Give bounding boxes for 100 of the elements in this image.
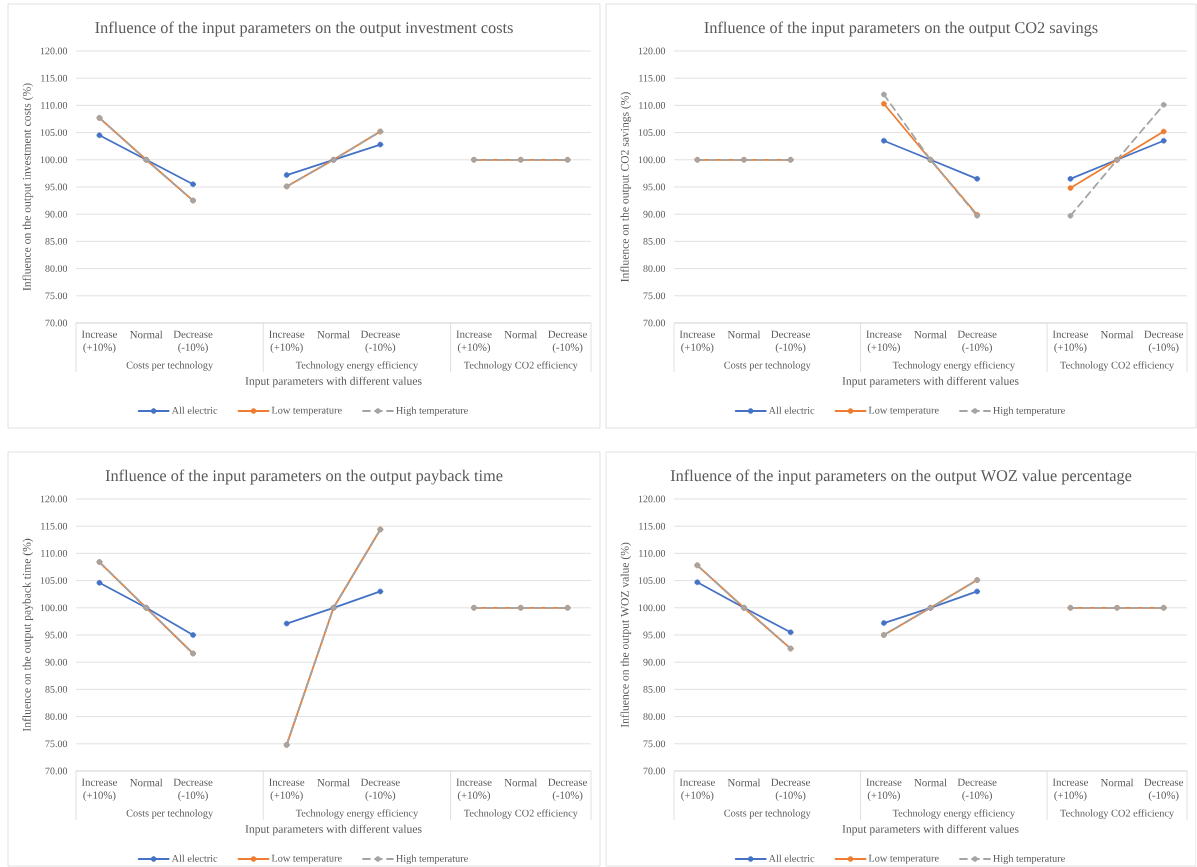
y-axis-title: Influence on the output payback time (%) <box>22 538 34 732</box>
text: Technology CO2 efficiency <box>463 809 578 819</box>
x-tick-label: Normal <box>504 778 538 787</box>
text: Technology energy efficiency <box>892 809 1016 819</box>
x-tick-label: Increase (+10%) <box>81 778 118 802</box>
y-tick-label: 90.00 <box>45 658 68 666</box>
y-tick-label: 120.00 <box>40 47 68 55</box>
x-tick-label: Decrease (-10%) <box>1144 330 1184 354</box>
text: Technology energy efficiency <box>892 361 1016 371</box>
y-tick-label: 90.00 <box>643 658 666 666</box>
point <box>974 588 980 595</box>
y-tick-label: 120.00 <box>638 495 666 503</box>
point <box>377 588 384 595</box>
x-tick-label: Increase (+10%) <box>1052 330 1089 354</box>
x-tick-label: Increase (+10%) <box>866 778 902 802</box>
y-tick-label: 95.00 <box>643 631 666 639</box>
x-tick-label: Increase (+10%) <box>456 778 492 802</box>
point <box>377 141 384 148</box>
x-tick-label: Increase (+10%) <box>679 330 715 354</box>
point <box>974 176 980 182</box>
x-axis-title: Input parameters with different values <box>842 824 1019 836</box>
x-tick-label: Increase (+10%) <box>866 330 902 354</box>
x-tick-label: Decrease (-10%) <box>771 330 811 354</box>
x-tick-label: Normal <box>914 778 947 787</box>
chart-title: Influence of the input parameters on the output WOZ value percentage <box>670 469 1132 485</box>
y-tick-label: 95.00 <box>45 183 68 191</box>
legend-label: Low temperature <box>868 406 939 416</box>
text: Technology CO2 efficiency <box>463 361 578 371</box>
point <box>283 620 290 627</box>
point <box>1067 213 1074 219</box>
y-tick-label: 110.00 <box>41 102 68 109</box>
y-tick-label: 95.00 <box>643 183 666 191</box>
x-axis-title: Input parameters with different values <box>842 376 1019 388</box>
legend-label: Low temperature <box>271 406 342 416</box>
y-tick-label: 90.00 <box>643 210 666 218</box>
text: Technology CO2 efficiency <box>1060 361 1175 371</box>
x-tick-label: Normal <box>727 778 761 787</box>
y-tick-label: 115.00 <box>41 74 68 82</box>
x-tick-label: Normal <box>317 330 350 339</box>
y-tick-label: 100.00 <box>638 156 666 164</box>
y-tick-label: 75.00 <box>643 292 666 300</box>
y-tick-label: 80.00 <box>643 713 666 720</box>
x-tick-label: Decrease (-10%) <box>173 778 213 802</box>
y-tick-label: 110.00 <box>639 102 666 109</box>
y-tick-label: 90.00 <box>45 210 68 218</box>
y-tick-label: 85.00 <box>45 237 68 245</box>
point <box>1160 102 1167 108</box>
point <box>787 629 794 636</box>
point <box>96 132 103 139</box>
y-tick-label: 105.00 <box>40 129 68 136</box>
point <box>694 579 701 586</box>
x-tick-label: Increase (+10%) <box>269 330 305 354</box>
text: Technology energy efficiency <box>295 809 419 819</box>
x-tick-label: Normal <box>1100 330 1134 339</box>
legend-label: All electric <box>768 406 815 414</box>
chart-title: Influence of the input parameters on the output payback time <box>105 469 503 485</box>
x-tick-label: Normal <box>130 778 163 787</box>
text: Technology CO2 efficiency <box>1060 809 1175 819</box>
chart-title: Influence of the input parameters on the output investment costs <box>95 21 513 37</box>
point <box>881 137 887 144</box>
y-tick-label: 70.00 <box>643 319 666 327</box>
y-tick-label: 115.00 <box>639 74 666 82</box>
x-tick-label: Decrease (-10%) <box>771 778 811 802</box>
y-tick-label: 85.00 <box>643 685 666 693</box>
x-tick-label: Normal <box>130 330 163 339</box>
x-tick-label: Increase (+10%) <box>1052 778 1089 802</box>
y-tick-label: 75.00 <box>643 740 666 748</box>
point <box>96 579 103 586</box>
x-tick-label: Normal <box>1100 778 1134 787</box>
chart-title: Influence of the input parameters on the output CO2 savings <box>704 21 1098 37</box>
text: Costs per technology <box>724 809 811 819</box>
legend-label: All electric <box>768 854 815 862</box>
x-axis-title: Input parameters with different values <box>245 824 422 836</box>
x-tick-label: Increase (+10%) <box>679 778 715 802</box>
y-tick-label: 105.00 <box>638 129 666 136</box>
y-tick-label: 120.00 <box>638 47 666 55</box>
legend-label: High temperature <box>993 406 1065 417</box>
y-tick-label: 70.00 <box>643 767 666 775</box>
point <box>1067 176 1074 182</box>
y-axis-title: Influence on the output investment costs (%) <box>22 83 34 291</box>
y-tick-label: 75.00 <box>45 740 68 748</box>
x-tick-label: Decrease (-10%) <box>173 330 213 354</box>
y-tick-label: 80.00 <box>643 265 666 272</box>
y-tick-label: 95.00 <box>45 631 68 639</box>
y-tick-label: 80.00 <box>45 265 68 272</box>
x-tick-label: Decrease (-10%) <box>957 330 997 354</box>
point <box>881 620 887 626</box>
point <box>283 172 290 178</box>
y-tick-label: 110.00 <box>41 549 68 557</box>
point <box>1160 128 1167 135</box>
x-tick-label: Increase (+10%) <box>456 330 492 354</box>
legend-label: High temperature <box>993 854 1065 865</box>
x-tick-label: Increase (+10%) <box>81 330 118 354</box>
x-tick-label: Normal <box>317 778 350 787</box>
point <box>1160 137 1167 144</box>
point <box>190 181 196 188</box>
x-tick-label: Increase (+10%) <box>269 778 305 802</box>
y-tick-label: 85.00 <box>45 685 68 693</box>
point <box>1067 185 1074 191</box>
y-tick-label: 105.00 <box>638 577 666 584</box>
